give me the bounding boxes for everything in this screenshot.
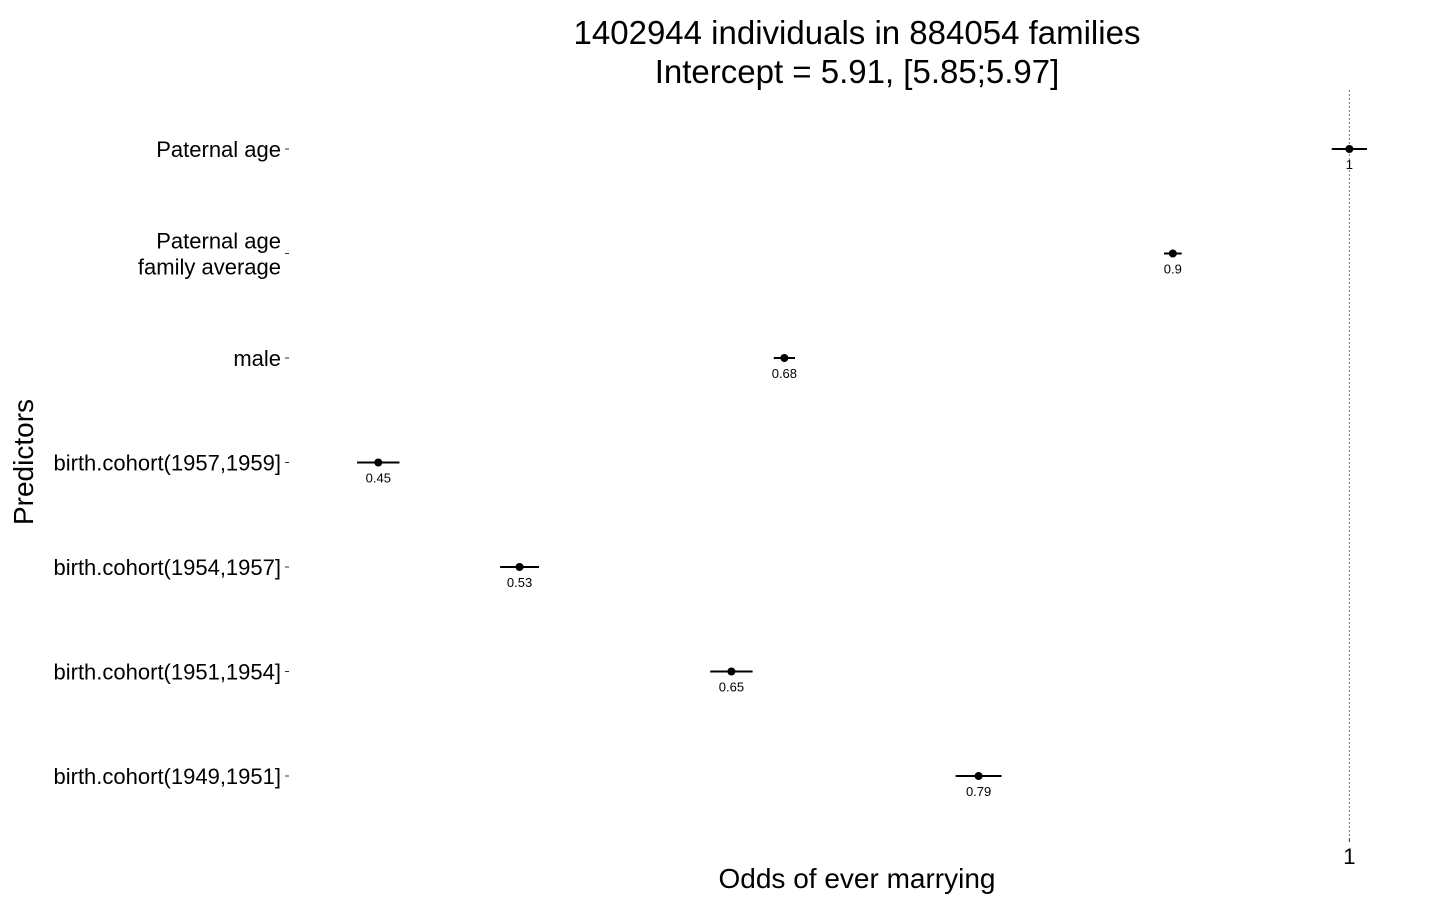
estimate-value-label: 0.9 xyxy=(1164,262,1182,277)
y-axis-title: Predictors xyxy=(8,399,39,525)
estimate-point xyxy=(727,667,736,676)
estimate-value-label: 1 xyxy=(1346,157,1353,172)
predictor-label: birth.cohort(1954,1957] xyxy=(54,555,282,580)
x-tick-label: 1 xyxy=(1343,844,1355,869)
x-axis-title: Odds of ever marrying xyxy=(719,863,996,894)
estimate-point xyxy=(374,458,383,467)
predictor-label: birth.cohort(1957,1959] xyxy=(54,451,282,476)
estimate-value-label: 0.68 xyxy=(772,366,797,381)
estimate-value-label: 0.79 xyxy=(966,784,991,799)
estimate-value-label: 0.65 xyxy=(719,680,744,695)
predictor-label: family average xyxy=(138,255,281,280)
predictor-label: Paternal age xyxy=(156,137,281,162)
x-axis: 1 xyxy=(1343,838,1356,869)
predictor-label: Paternal age xyxy=(156,229,281,254)
estimate-point xyxy=(1168,249,1177,258)
predictor-label: birth.cohort(1951,1954] xyxy=(54,660,282,685)
estimate-point xyxy=(1345,145,1354,153)
estimate-marks: 1 0.9 0.68 0.45 0.53 0.65 0.79 xyxy=(357,145,1368,799)
chart-title-line: 1402944 individuals in 884054 families xyxy=(574,14,1141,51)
chart-title-line: Intercept = 5.91, [5.85;5.97] xyxy=(655,53,1060,90)
estimate-value-label: 0.53 xyxy=(507,575,532,590)
estimate-point xyxy=(780,354,789,362)
estimate-point xyxy=(515,563,524,571)
chart-title: 1402944 individuals in 884054 familiesIn… xyxy=(574,14,1141,90)
estimate-point xyxy=(974,772,983,780)
estimate-value-label: 0.45 xyxy=(366,471,391,486)
predictor-label: male xyxy=(233,346,281,371)
predictor-label: birth.cohort(1949,1951] xyxy=(54,764,282,789)
